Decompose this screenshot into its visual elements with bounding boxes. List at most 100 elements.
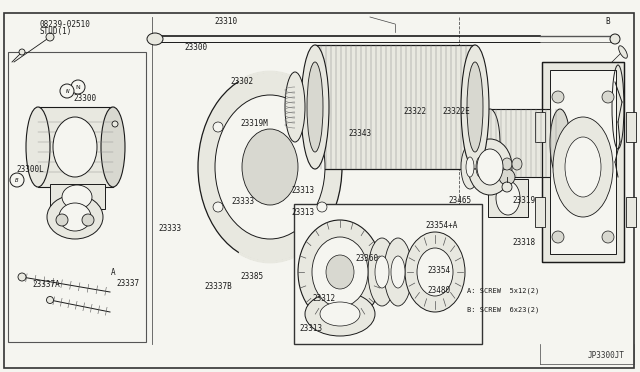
Ellipse shape [552,91,564,103]
Ellipse shape [112,121,118,127]
Ellipse shape [502,182,512,192]
Ellipse shape [602,91,614,103]
Ellipse shape [499,169,515,185]
Text: 23300L: 23300L [16,165,44,174]
Ellipse shape [82,214,94,226]
Ellipse shape [502,158,512,170]
Bar [38,107,113,187]
Ellipse shape [213,202,223,212]
Ellipse shape [610,34,620,44]
Ellipse shape [56,214,68,226]
Text: 23322E: 23322E [443,107,470,116]
Ellipse shape [242,129,298,205]
Ellipse shape [62,185,92,209]
Text: 23480: 23480 [428,286,451,295]
Text: 23333: 23333 [232,197,255,206]
Ellipse shape [213,122,223,132]
Ellipse shape [368,238,396,306]
Ellipse shape [553,117,613,217]
Bar [542,62,624,262]
Ellipse shape [466,157,474,177]
Text: 23300: 23300 [184,43,207,52]
Ellipse shape [405,232,465,312]
Ellipse shape [461,145,479,189]
Text: 23385: 23385 [240,272,263,280]
Ellipse shape [285,72,305,142]
Text: B: B [15,177,19,183]
Text: A: A [111,268,115,277]
Ellipse shape [496,181,520,215]
Text: 23360: 23360 [355,254,378,263]
Ellipse shape [18,273,26,281]
Bar [626,197,636,227]
Ellipse shape [468,139,512,195]
Ellipse shape [417,248,453,296]
Ellipse shape [375,256,389,288]
Text: 23343: 23343 [349,129,372,138]
Ellipse shape [461,45,489,169]
Ellipse shape [552,231,564,243]
Ellipse shape [512,158,522,170]
Ellipse shape [471,145,489,189]
Ellipse shape [198,72,342,262]
Text: N: N [65,89,68,93]
Ellipse shape [59,203,91,231]
Text: 23333: 23333 [159,224,182,233]
Bar [315,45,475,169]
Ellipse shape [467,62,483,152]
Ellipse shape [19,49,25,55]
Bar [8,52,146,342]
Text: 23337B: 23337B [205,282,232,291]
Ellipse shape [326,255,354,289]
Text: 23322: 23322 [403,107,426,116]
Bar [490,109,560,177]
Text: 23302: 23302 [230,77,253,86]
Text: 23312: 23312 [312,294,335,303]
Text: 23337A: 23337A [32,280,60,289]
Ellipse shape [147,33,163,45]
Ellipse shape [10,173,24,187]
Text: 23337: 23337 [116,279,140,288]
Text: B: SCREW  6x23(2): B: SCREW 6x23(2) [467,306,540,313]
Text: N: N [76,84,81,90]
Ellipse shape [602,231,614,243]
Text: 23354+A: 23354+A [426,221,458,230]
Ellipse shape [71,80,85,94]
Ellipse shape [298,220,382,324]
Text: 23319M: 23319M [241,119,268,128]
Ellipse shape [480,109,500,177]
Text: 23465: 23465 [448,196,471,205]
Text: 23354: 23354 [428,266,451,275]
Bar [50,184,105,209]
Ellipse shape [550,109,570,177]
Ellipse shape [47,195,103,239]
Ellipse shape [301,45,329,169]
Ellipse shape [47,296,54,304]
Ellipse shape [320,302,360,326]
Text: 23318: 23318 [512,238,535,247]
Ellipse shape [215,95,325,239]
Text: STUD(1): STUD(1) [40,27,72,36]
Ellipse shape [305,292,375,336]
Ellipse shape [307,62,323,152]
Bar [535,112,545,142]
Ellipse shape [477,149,503,185]
Ellipse shape [317,122,327,132]
Ellipse shape [101,107,125,187]
Text: 23313: 23313 [292,186,315,195]
Bar [294,204,482,344]
Text: 08239-02510: 08239-02510 [40,20,90,29]
Bar [488,179,528,217]
Ellipse shape [312,237,368,307]
Text: A: SCREW  5x12(2): A: SCREW 5x12(2) [467,288,540,294]
Ellipse shape [619,46,627,58]
Ellipse shape [60,84,74,98]
Text: 23313: 23313 [300,324,323,333]
Ellipse shape [46,33,54,41]
Text: B: B [605,17,610,26]
Bar [550,70,616,254]
Bar [626,112,636,142]
Text: JP3300JT: JP3300JT [588,351,625,360]
Ellipse shape [476,157,484,177]
Ellipse shape [391,256,405,288]
